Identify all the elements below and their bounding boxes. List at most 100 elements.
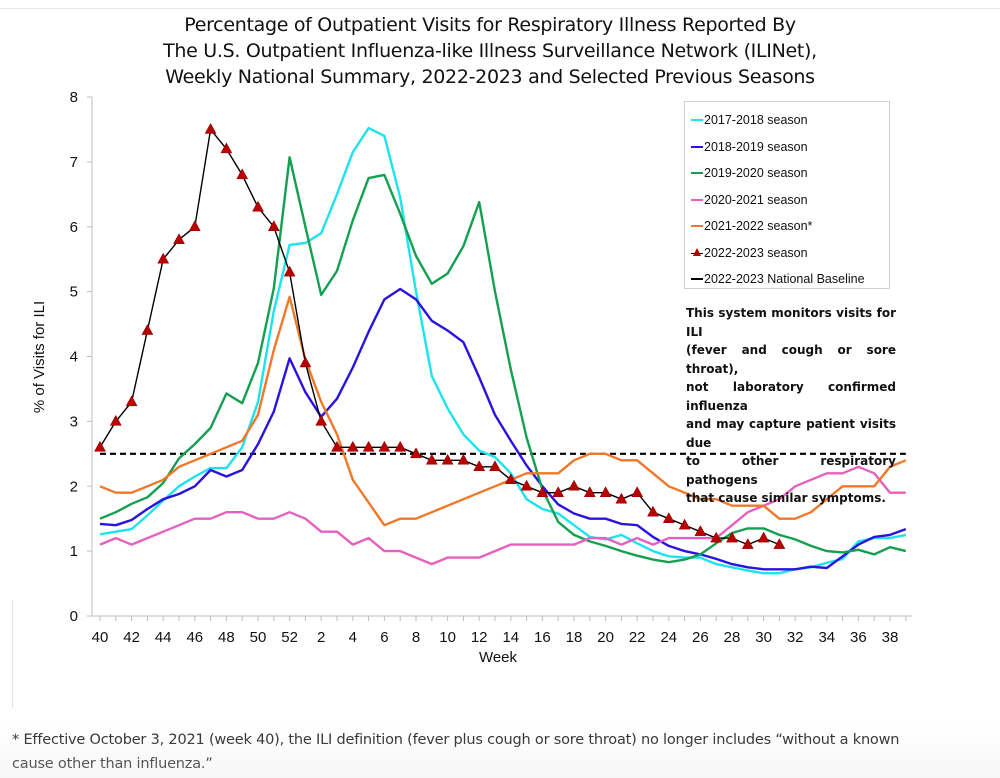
data-point-2022-2023 — [410, 447, 422, 459]
series-line-2020-2021-season — [99, 465, 906, 566]
data-point-2022-2023 — [394, 440, 407, 452]
x-tick-label: 10 — [439, 629, 456, 646]
x-tick-label: 50 — [250, 629, 267, 646]
legend-label: 2017-2018 season — [704, 113, 808, 128]
chart-annotation: This system monitors visits for ILI (fev… — [686, 304, 896, 508]
legend-item-2022-2023: 2022-2023 season — [691, 240, 889, 267]
chart-title-line-2: The U.S. Outpatient Influenza-like Illne… — [163, 40, 817, 62]
data-point-2022-2023 — [141, 324, 154, 335]
data-point-2022-2023 — [757, 531, 770, 543]
x-tick-label: 22 — [629, 629, 646, 646]
data-point-2022-2023 — [94, 440, 106, 452]
annotation-line: (fever and cough or sore throat), — [686, 343, 896, 376]
data-point-2022-2023 — [331, 440, 343, 452]
legend-label: 2022-2023 National Baseline — [704, 272, 865, 287]
legend-item-baseline: 2022-2023 National Baseline — [691, 266, 889, 293]
series-line-2021-2022-season — [99, 295, 907, 527]
annotation-line: to other respiratory pathogens — [686, 454, 896, 487]
x-tick-label: 52 — [281, 629, 298, 646]
data-point-2022-2023 — [109, 414, 122, 426]
data-point-2022-2023 — [631, 486, 644, 497]
y-tick-label: 2 — [70, 478, 78, 495]
x-axis-title: Week — [479, 649, 518, 666]
data-point-2022-2023 — [188, 220, 201, 231]
y-tick-label: 3 — [70, 413, 78, 430]
x-tick-label: 6 — [380, 629, 388, 646]
data-point-2022-2023 — [362, 440, 375, 452]
annotation-line: not laboratory confirmed influenza — [686, 380, 896, 413]
legend-item-2017-2018: 2017-2018 season — [691, 107, 889, 134]
data-point-2022-2023 — [489, 460, 501, 472]
data-point-2022-2023 — [283, 265, 296, 277]
dashed-line-icon — [691, 278, 703, 281]
footnote: * Effective October 3, 2021 (week 40), t… — [12, 728, 942, 776]
y-tick-label: 8 — [70, 89, 78, 106]
x-tick-label: 34 — [818, 629, 835, 646]
legend-label: 2020-2021 season — [704, 192, 808, 207]
x-tick-label: 8 — [412, 629, 420, 646]
legend-swatch-2017-2018 — [691, 119, 703, 122]
data-point-2022-2023 — [252, 200, 264, 212]
data-point-2022-2023 — [726, 531, 738, 543]
annotation-line: that cause similar symptoms. — [686, 491, 886, 505]
data-point-2022-2023 — [568, 479, 580, 491]
data-point-2022-2023 — [647, 505, 659, 517]
x-tick-label: 12 — [471, 629, 488, 646]
data-point-2022-2023 — [504, 473, 517, 485]
figure-border — [12, 600, 13, 708]
x-tick-label: 42 — [123, 629, 140, 646]
x-tick-label: 30 — [755, 629, 772, 646]
data-point-2022-2023 — [220, 142, 233, 154]
data-point-2022-2023 — [473, 460, 486, 472]
x-tick-label: 4 — [349, 629, 357, 646]
data-point-2022-2023 — [346, 440, 359, 452]
legend-item-2019-2020: 2019-2020 season — [691, 160, 889, 187]
x-tick-label: 14 — [502, 629, 519, 646]
chart-title-line-3: Weekly National Summary, 2022-2023 and S… — [165, 66, 815, 88]
data-point-2022-2023 — [441, 453, 454, 465]
x-tick-label: 18 — [566, 629, 583, 646]
y-tick-label: 7 — [70, 154, 78, 171]
data-point-2022-2023 — [741, 538, 754, 549]
series-line-2017-2018-season — [99, 126, 907, 575]
series-line-2018-2019-season — [99, 287, 907, 571]
chart-series — [94, 122, 907, 575]
x-tick-label: 20 — [597, 629, 614, 646]
data-point-2022-2023 — [236, 168, 249, 180]
x-tick-label: 16 — [534, 629, 551, 646]
x-tick-label: 48 — [218, 629, 235, 646]
data-point-2022-2023 — [583, 486, 596, 497]
chart-title-line-1: Percentage of Outpatient Visits for Resp… — [184, 14, 796, 36]
data-point-2022-2023 — [157, 252, 170, 264]
page-divider — [0, 8, 1000, 9]
x-tick-label: 26 — [692, 629, 709, 646]
legend-item-2018-2019: 2018-2019 season — [691, 134, 889, 161]
data-point-2022-2023 — [315, 414, 328, 426]
annotation-line: This system monitors visits for ILI — [686, 306, 896, 339]
x-tick-label: 28 — [724, 629, 741, 646]
legend-swatch-2020-2021 — [691, 198, 703, 201]
triangle-marker-icon — [691, 247, 703, 259]
data-point-2022-2023 — [599, 486, 612, 497]
data-point-2022-2023 — [694, 525, 707, 536]
chart-title: Percentage of Outpatient Visits for Resp… — [100, 12, 880, 90]
data-point-2022-2023 — [520, 479, 533, 491]
data-point-2022-2023 — [536, 486, 549, 497]
chart-legend: 2017-2018 season 2018-2019 season 2019-2… — [684, 101, 890, 289]
legend-item-2020-2021: 2020-2021 season — [691, 187, 889, 214]
x-tick-label: 36 — [850, 629, 867, 646]
data-point-2022-2023 — [552, 486, 565, 497]
y-tick-label: 4 — [70, 349, 78, 366]
data-point-2022-2023 — [662, 512, 675, 523]
data-point-2022-2023 — [615, 492, 628, 504]
legend-swatch-2021-2022 — [691, 225, 703, 228]
data-point-2022-2023 — [425, 453, 438, 465]
x-tick-label: 32 — [787, 629, 804, 646]
footnote-line-2: cause other than influenza.” — [12, 756, 213, 772]
data-point-2022-2023 — [125, 395, 138, 407]
x-tick-label: 46 — [186, 629, 203, 646]
annotation-line: and may capture patient visits due — [686, 417, 896, 450]
footnote-line-1: * Effective October 3, 2021 (week 40), t… — [12, 732, 900, 748]
legend-swatch-2018-2019 — [691, 145, 703, 148]
